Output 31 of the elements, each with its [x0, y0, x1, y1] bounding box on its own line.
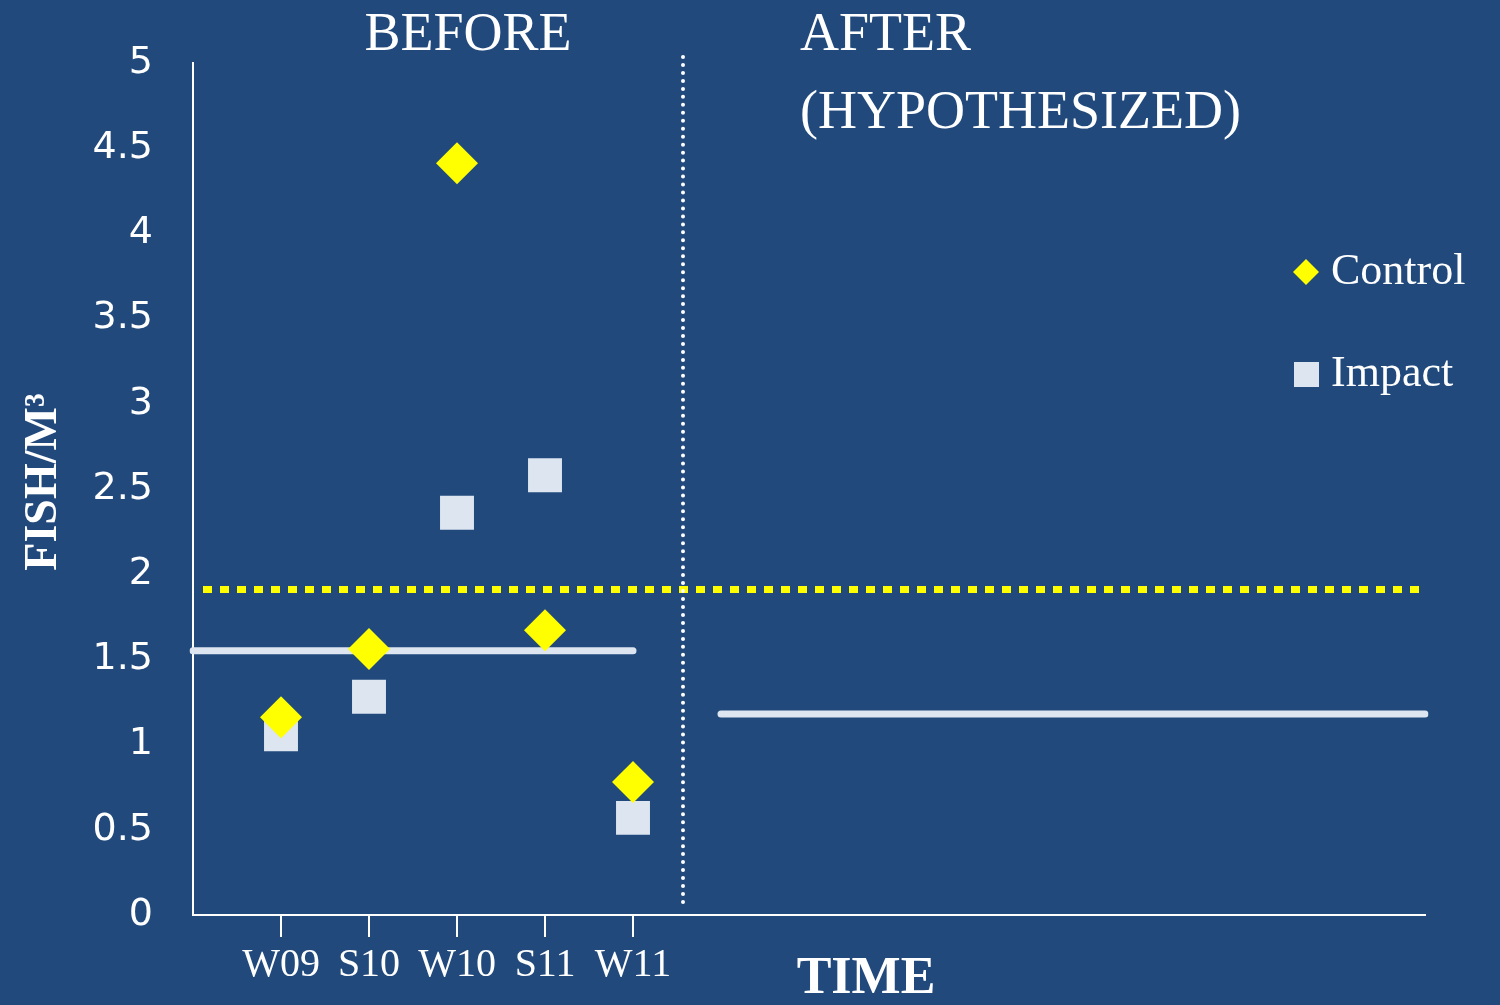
y-tick-label: 1	[128, 719, 153, 764]
x-tick-label: W09	[242, 939, 320, 985]
point	[260, 696, 302, 739]
y-tick-label: 5	[128, 37, 153, 82]
annotation: BEFORE	[364, 2, 572, 63]
y-tick-label: 2.5	[92, 463, 153, 508]
point	[440, 495, 474, 530]
point	[612, 761, 654, 804]
y-axis-title: FISH/M³	[14, 393, 66, 571]
y-tick-label: 0.5	[92, 804, 153, 849]
y-tick-label: 4	[128, 208, 153, 253]
y-tick-label: 0	[128, 889, 153, 934]
y-tick-label: 1.5	[92, 634, 153, 679]
y-tick-label: 3	[128, 378, 153, 423]
point	[528, 458, 562, 493]
x-tick-label: W11	[594, 939, 672, 985]
x-tick-label: W10	[418, 939, 496, 985]
point	[352, 679, 386, 714]
annotation: AFTER (HYPOTHESIZED)	[800, 2, 1241, 141]
point	[524, 609, 566, 652]
point	[616, 800, 650, 835]
y-tick-label: 3.5	[92, 293, 153, 338]
x-tick-label: S10	[337, 939, 401, 985]
x-tick-label: S11	[514, 939, 576, 985]
point	[436, 142, 478, 185]
x-axis-title: TIME	[796, 947, 936, 1005]
legend-label: Control	[1331, 244, 1466, 294]
y-tick-label: 4.5	[92, 122, 153, 167]
point	[348, 628, 390, 671]
legend-label: Impact	[1331, 346, 1454, 396]
y-tick-label: 2	[128, 548, 153, 593]
